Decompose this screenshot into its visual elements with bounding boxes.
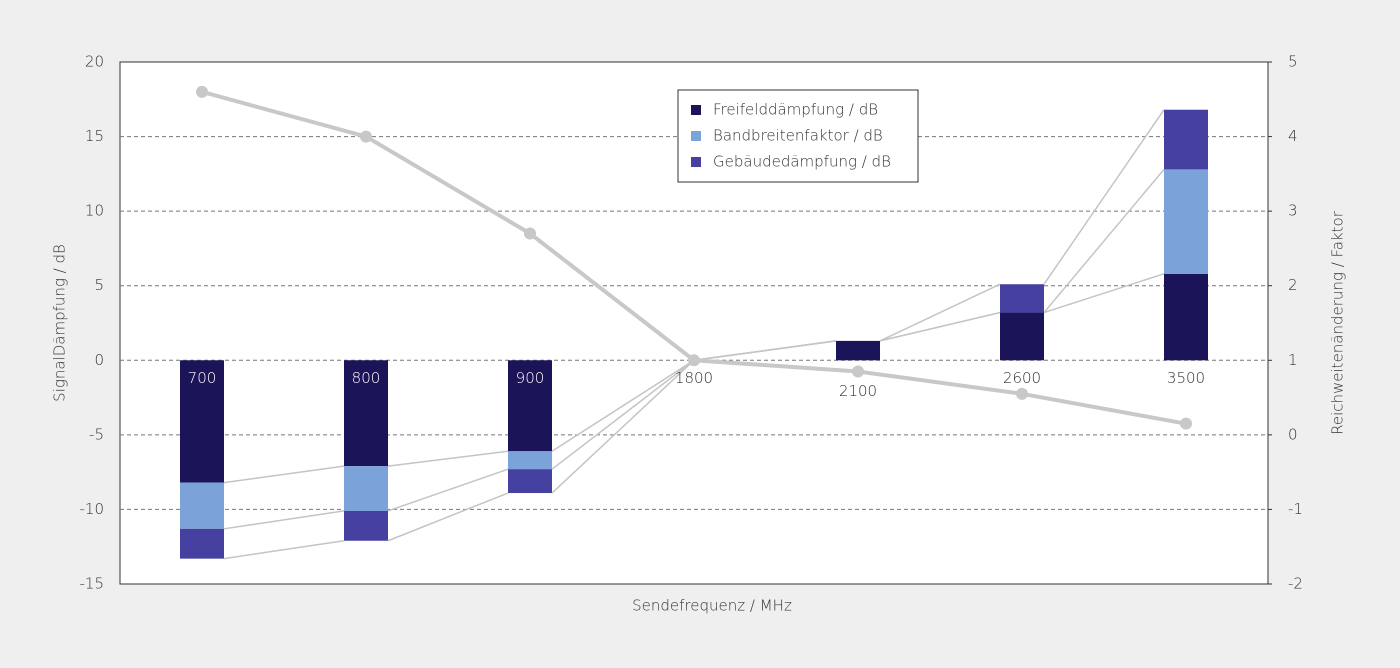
connector <box>223 510 345 530</box>
connector <box>387 468 509 512</box>
connector <box>1043 168 1165 314</box>
legend-swatch <box>691 105 701 115</box>
y-tick-label: 20 <box>85 53 104 71</box>
category-label: 800 <box>352 369 381 387</box>
connector <box>1043 109 1165 285</box>
line-marker <box>524 227 536 240</box>
bar-segment <box>344 510 388 541</box>
y2-tick-label: 2 <box>1288 276 1298 294</box>
line-marker <box>852 365 864 378</box>
line-marker <box>196 85 208 98</box>
bar-segment <box>344 466 388 511</box>
connector <box>879 283 1001 342</box>
y2-tick-label: 3 <box>1288 202 1298 220</box>
connector <box>879 311 1001 342</box>
bar-segment <box>1164 109 1208 170</box>
category-label: 2600 <box>1003 369 1041 387</box>
y2-axis-title: Reichweitenänderung / Faktor <box>1329 210 1347 435</box>
y2-tick-label: 1 <box>1288 351 1298 369</box>
line-marker <box>360 130 372 143</box>
y2-tick-label: -1 <box>1288 500 1303 518</box>
connector <box>387 492 509 542</box>
connector <box>1043 273 1165 314</box>
connector <box>223 540 345 560</box>
category-label: 2100 <box>839 382 877 400</box>
legend-label: Gebäudedämpfung / dB <box>713 153 891 171</box>
bar-segment <box>344 360 388 467</box>
y-tick-label: 15 <box>85 127 104 145</box>
bar-segment <box>180 482 224 529</box>
bar-segment <box>180 528 224 559</box>
legend-box <box>677 89 919 183</box>
connector <box>693 340 837 362</box>
category-label: 1800 <box>675 369 713 387</box>
y-tick-label: 5 <box>94 276 104 294</box>
bar-segment <box>1164 169 1208 274</box>
bar-segment <box>1000 284 1044 313</box>
legend-swatch <box>691 131 701 141</box>
bar-segment <box>1164 273 1208 361</box>
bar-segment <box>180 360 224 483</box>
category-label: 3500 <box>1167 369 1205 387</box>
y-tick-label: 10 <box>85 202 104 220</box>
y-tick-label: -10 <box>80 500 105 518</box>
connector <box>551 359 695 452</box>
legend-swatch <box>691 157 701 167</box>
category-label: 900 <box>516 369 545 387</box>
y-tick-label: -15 <box>80 575 105 593</box>
line-marker <box>1180 417 1192 430</box>
connector <box>551 359 695 470</box>
y-axis-title: SignalDämpfung / dB <box>51 244 69 402</box>
bar-segment <box>836 340 880 361</box>
connector <box>387 450 509 467</box>
bar-segment <box>508 451 552 470</box>
line-marker <box>1016 387 1028 400</box>
y2-tick-label: -2 <box>1288 575 1303 593</box>
y2-tick-label: 5 <box>1288 53 1298 71</box>
legend-label: Freifelddämpfung / dB <box>713 101 878 119</box>
bar-segment <box>508 360 552 452</box>
x-axis-title: Sendefrequenz / MHz <box>632 597 792 615</box>
connector <box>551 359 695 494</box>
y2-tick-label: 0 <box>1288 425 1298 443</box>
category-label: 700 <box>188 369 217 387</box>
y-tick-label: 0 <box>94 351 104 369</box>
line-marker <box>688 354 700 367</box>
connector <box>223 465 345 484</box>
bar-segment <box>508 469 552 494</box>
bar-segment <box>1000 312 1044 361</box>
legend-label: Bandbreitenfaktor / dB <box>713 127 883 145</box>
y-tick-label: -5 <box>89 425 104 443</box>
y2-tick-label: 4 <box>1288 127 1298 145</box>
